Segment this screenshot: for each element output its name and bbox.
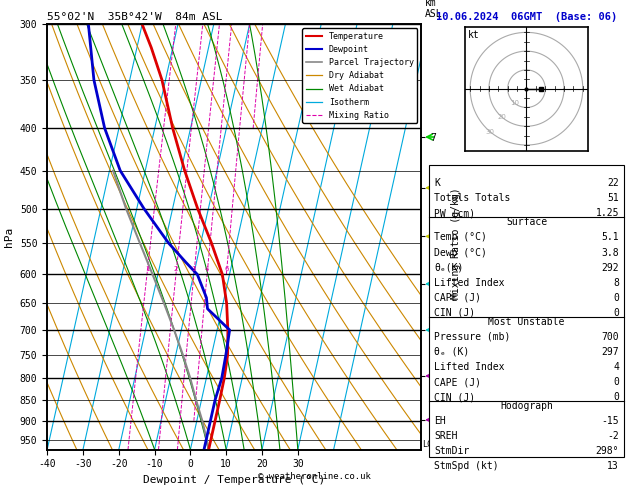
Text: 1: 1 xyxy=(145,266,149,272)
Text: 55°02'N  35B°42'W  84m ASL: 55°02'N 35B°42'W 84m ASL xyxy=(47,12,223,22)
Y-axis label: hPa: hPa xyxy=(4,227,14,247)
Text: 6: 6 xyxy=(224,266,228,272)
Text: Mixing Ratio (g/kg): Mixing Ratio (g/kg) xyxy=(451,187,461,299)
Text: © weatheronline.co.uk: © weatheronline.co.uk xyxy=(258,472,371,481)
Text: 13: 13 xyxy=(607,462,619,471)
Text: -15: -15 xyxy=(601,417,619,426)
Text: 10: 10 xyxy=(510,100,519,106)
Text: θₑ(K): θₑ(K) xyxy=(434,262,464,273)
Text: 0: 0 xyxy=(613,392,619,402)
Text: 292: 292 xyxy=(601,262,619,273)
Text: PW (cm): PW (cm) xyxy=(434,208,475,218)
Text: km
ASL: km ASL xyxy=(425,0,442,19)
Text: Most Unstable: Most Unstable xyxy=(488,317,565,327)
Text: 22: 22 xyxy=(607,178,619,188)
Text: 8: 8 xyxy=(613,278,619,288)
Text: LCL: LCL xyxy=(422,440,437,449)
Text: -2: -2 xyxy=(607,432,619,441)
X-axis label: Dewpoint / Temperature (°C): Dewpoint / Temperature (°C) xyxy=(143,475,325,485)
Text: 30: 30 xyxy=(486,129,495,135)
Text: Pressure (mb): Pressure (mb) xyxy=(434,332,510,342)
Text: 298°: 298° xyxy=(596,447,619,456)
Text: CIN (J): CIN (J) xyxy=(434,392,475,402)
Text: SREH: SREH xyxy=(434,432,457,441)
Text: Lifted Index: Lifted Index xyxy=(434,278,504,288)
Legend: Temperature, Dewpoint, Parcel Trajectory, Dry Adiabat, Wet Adiabat, Isotherm, Mi: Temperature, Dewpoint, Parcel Trajectory… xyxy=(303,29,417,123)
Text: EH: EH xyxy=(434,417,446,426)
Text: Lifted Index: Lifted Index xyxy=(434,362,504,372)
Text: 700: 700 xyxy=(601,332,619,342)
Text: 3: 3 xyxy=(192,266,196,272)
Text: StmSpd (kt): StmSpd (kt) xyxy=(434,462,499,471)
Text: 2: 2 xyxy=(174,266,178,272)
Text: CIN (J): CIN (J) xyxy=(434,308,475,318)
Text: Totals Totals: Totals Totals xyxy=(434,193,510,203)
Text: 51: 51 xyxy=(607,193,619,203)
Text: 0: 0 xyxy=(613,377,619,387)
Text: 1.25: 1.25 xyxy=(596,208,619,218)
Text: CAPE (J): CAPE (J) xyxy=(434,293,481,303)
Text: Dewp (°C): Dewp (°C) xyxy=(434,247,487,258)
Text: 4: 4 xyxy=(205,266,209,272)
Text: kt: kt xyxy=(468,31,480,40)
Text: Hodograph: Hodograph xyxy=(500,401,553,411)
Text: 5.1: 5.1 xyxy=(601,232,619,243)
Text: Surface: Surface xyxy=(506,217,547,227)
Text: θₑ (K): θₑ (K) xyxy=(434,347,469,357)
Text: 297: 297 xyxy=(601,347,619,357)
Text: CAPE (J): CAPE (J) xyxy=(434,377,481,387)
Text: 0: 0 xyxy=(613,293,619,303)
Text: 0: 0 xyxy=(613,308,619,318)
Text: 10.06.2024  06GMT  (Base: 06): 10.06.2024 06GMT (Base: 06) xyxy=(436,12,617,22)
Text: 3.8: 3.8 xyxy=(601,247,619,258)
Text: 4: 4 xyxy=(613,362,619,372)
Text: K: K xyxy=(434,178,440,188)
Text: StmDir: StmDir xyxy=(434,447,469,456)
Text: Temp (°C): Temp (°C) xyxy=(434,232,487,243)
Text: 20: 20 xyxy=(498,115,507,121)
